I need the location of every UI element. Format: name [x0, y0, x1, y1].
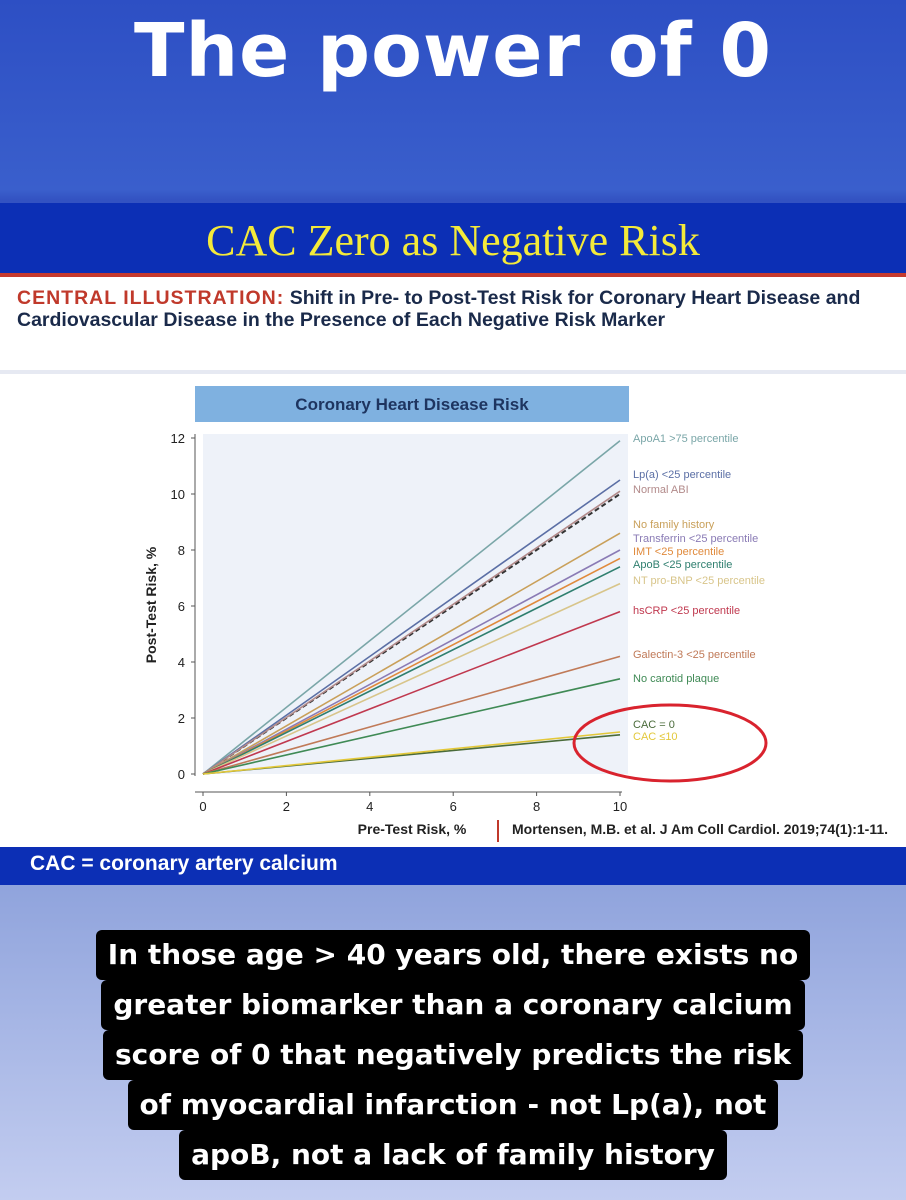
- x-tick-label: 6: [450, 799, 457, 814]
- figure-band: [0, 370, 906, 374]
- series-line: [202, 582, 621, 775]
- legend-label: Normal ABI: [633, 484, 689, 496]
- y-tick-label: 8: [178, 543, 185, 558]
- legend-label: ApoA1 >75 percentile: [633, 433, 739, 445]
- y-axis-label: Post-Test Risk, %: [143, 546, 159, 663]
- footer-note: CAC = coronary artery calcium: [30, 852, 338, 875]
- slide-header: CAC Zero as Negative Risk: [0, 203, 906, 273]
- divider: [0, 273, 906, 277]
- page-title: The power of 0: [133, 8, 772, 94]
- y-tick-label: 0: [178, 767, 185, 782]
- legend-label: Lp(a) <25 percentile: [633, 469, 731, 481]
- x-axis-label: Pre-Test Risk, %: [358, 821, 467, 837]
- footer-bar: CAC = coronary artery calcium: [0, 847, 906, 885]
- series-line: [202, 557, 621, 775]
- legend-label: No carotid plaque: [633, 673, 719, 685]
- legend-label: CAC ≤10: [633, 731, 678, 743]
- y-tick-label: 6: [178, 599, 185, 614]
- x-tick-label: 10: [613, 799, 627, 814]
- citation: Mortensen, M.B. et al. J Am Coll Cardiol…: [512, 821, 888, 837]
- legend-label: Transferrin <25 percentile: [633, 533, 758, 545]
- chart-title: Coronary Heart Disease Risk: [295, 395, 529, 414]
- caption-line: of myocardial infarction - not Lp(a), no…: [127, 1080, 779, 1130]
- illustration-lead: CENTRAL ILLUSTRATION:: [17, 287, 285, 309]
- legend-label: Galectin-3 <25 percentile: [633, 649, 756, 661]
- series-line: [202, 566, 621, 775]
- slide-title: CAC Zero as Negative Risk: [206, 216, 700, 265]
- x-tick-label: 8: [533, 799, 540, 814]
- series-line: [202, 610, 621, 775]
- legend-label: NT pro-BNP <25 percentile: [633, 575, 765, 587]
- legend-label: hsCRP <25 percentile: [633, 605, 740, 617]
- legend-label: IMT <25 percentile: [633, 546, 724, 558]
- illustration-heading: CENTRAL ILLUSTRATION: Shift in Pre- to P…: [17, 287, 887, 331]
- caption-line: apoB, not a lack of family history: [179, 1130, 727, 1180]
- legend-label: ApoB <25 percentile: [633, 559, 732, 571]
- legend-label: CAC = 0: [633, 719, 675, 731]
- series-line: [202, 490, 621, 775]
- series-line: [202, 532, 621, 775]
- caption-line: score of 0 that negatively predicts the …: [102, 1030, 804, 1080]
- series-line: [202, 655, 621, 775]
- chart-title-banner: [195, 386, 629, 422]
- y-tick-label: 4: [178, 655, 185, 670]
- series-line: [202, 479, 621, 775]
- y-tick-label: 2: [178, 711, 185, 726]
- series-line: [202, 549, 621, 775]
- x-tick-label: 0: [199, 799, 206, 814]
- series-line: [202, 678, 621, 775]
- highlight-circle: [572, 703, 768, 783]
- x-tick-label: 2: [283, 799, 290, 814]
- caption: In those age > 40 years old, there exist…: [0, 930, 906, 1180]
- legend-label: No family history: [633, 519, 715, 531]
- x-tick-label: 4: [366, 799, 373, 814]
- caption-line: greater biomarker than a coronary calciu…: [101, 980, 805, 1030]
- series-line: [202, 731, 621, 775]
- series-line: [202, 440, 621, 775]
- y-tick-label: 12: [171, 431, 185, 446]
- caption-line: In those age > 40 years old, there exist…: [95, 930, 811, 980]
- y-tick-label: 10: [171, 487, 185, 502]
- illustration-text: Shift in Pre- to Post-Test Risk for Coro…: [17, 287, 861, 331]
